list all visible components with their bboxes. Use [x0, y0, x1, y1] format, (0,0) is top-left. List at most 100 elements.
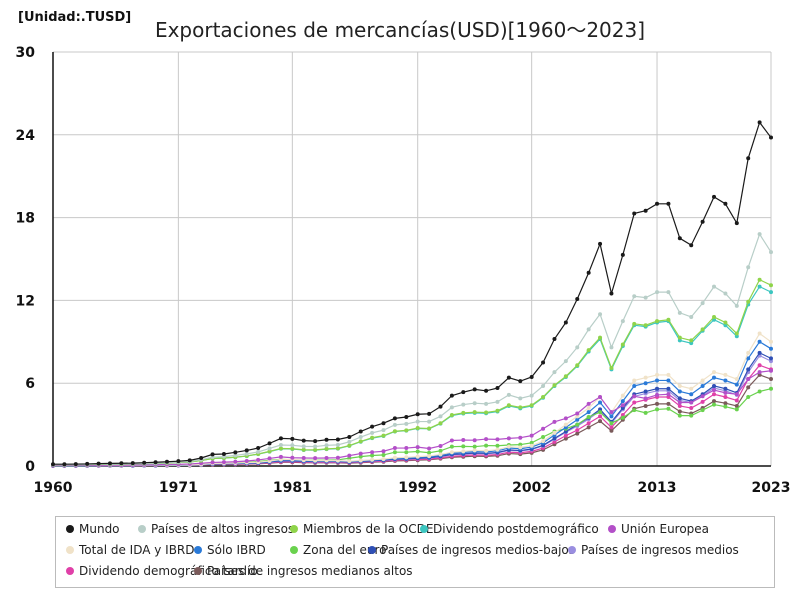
legend-item: Zona del euro [290, 543, 386, 557]
data-point [666, 395, 671, 399]
data-point [723, 378, 728, 383]
data-point [586, 401, 591, 406]
legend-marker [66, 546, 74, 554]
data-point [723, 386, 728, 391]
data-point [723, 291, 728, 296]
data-point [677, 236, 682, 241]
y-tick-label: 12 [16, 293, 35, 309]
data-point [301, 447, 306, 452]
data-point [541, 360, 546, 365]
data-point [370, 457, 375, 462]
data-point [324, 446, 329, 451]
data-point [723, 404, 728, 409]
data-point [689, 341, 694, 346]
data-point [267, 456, 272, 461]
data-point [290, 443, 295, 448]
x-tick-label: 2013 [638, 480, 677, 496]
legend-marker [290, 525, 298, 533]
data-point [404, 455, 409, 460]
data-point [586, 410, 591, 415]
data-point [746, 367, 751, 372]
data-point [734, 398, 739, 403]
data-point [563, 436, 568, 441]
data-point [506, 403, 511, 408]
data-point [381, 421, 386, 426]
data-point [438, 404, 443, 409]
data-point [472, 401, 477, 406]
data-point [769, 135, 773, 140]
data-point [415, 426, 420, 431]
data-point [757, 284, 762, 289]
data-point [666, 386, 671, 391]
data-point [563, 425, 568, 430]
data-point [392, 455, 397, 460]
data-point [427, 450, 432, 455]
data-point [404, 421, 409, 426]
data-point [449, 405, 454, 410]
data-point [734, 407, 739, 412]
data-point [130, 461, 135, 466]
data-point [609, 345, 614, 350]
data-point [358, 454, 363, 459]
data-point [723, 372, 728, 377]
data-point [655, 372, 660, 377]
data-point [655, 407, 660, 412]
data-point [620, 393, 625, 398]
data-point [335, 455, 340, 460]
data-point [586, 270, 591, 275]
data-point [586, 406, 591, 411]
data-point [210, 452, 215, 457]
data-point [472, 448, 477, 453]
data-point [632, 321, 637, 326]
data-point [438, 443, 443, 448]
legend-marker [290, 546, 298, 554]
data-point [620, 415, 625, 420]
data-point [586, 421, 591, 426]
data-point [85, 461, 90, 466]
data-point [358, 429, 363, 434]
data-point [415, 419, 420, 424]
data-point [313, 447, 318, 452]
data-point [575, 428, 580, 433]
data-point [620, 403, 625, 408]
data-point [769, 359, 773, 364]
legend-label: Países de altos ingresos [151, 522, 295, 536]
data-point [506, 444, 511, 449]
legend-label: Zona del euro [303, 543, 387, 557]
data-point [620, 399, 625, 404]
data-point [598, 400, 603, 405]
data-point [278, 436, 283, 441]
data-point [427, 411, 432, 416]
data-point [655, 401, 660, 406]
data-point [221, 451, 226, 456]
data-point [461, 444, 466, 449]
data-point [427, 419, 432, 424]
data-point [484, 401, 489, 406]
data-point [107, 461, 112, 466]
data-point [598, 414, 603, 419]
y-tick-label: 6 [25, 376, 35, 392]
data-point [689, 314, 694, 319]
data-point [518, 396, 523, 401]
legend-item: Total de IDA y IBRD [66, 543, 195, 557]
data-point [495, 399, 500, 404]
data-point [746, 156, 751, 161]
series-line [53, 232, 772, 466]
data-point [689, 392, 694, 397]
data-point [119, 461, 124, 466]
data-point [769, 283, 773, 288]
data-point [575, 363, 580, 368]
series-9 [51, 353, 773, 468]
data-point [700, 399, 705, 404]
data-point [347, 439, 352, 444]
data-point [381, 449, 386, 454]
data-point [347, 443, 352, 448]
data-point [620, 342, 625, 347]
data-point [598, 241, 603, 246]
data-point [723, 395, 728, 399]
data-point [598, 419, 603, 424]
data-point [142, 460, 147, 465]
data-point [335, 446, 340, 451]
legend-label: Dividendo postdemográfico [433, 522, 599, 536]
data-point [643, 403, 648, 408]
